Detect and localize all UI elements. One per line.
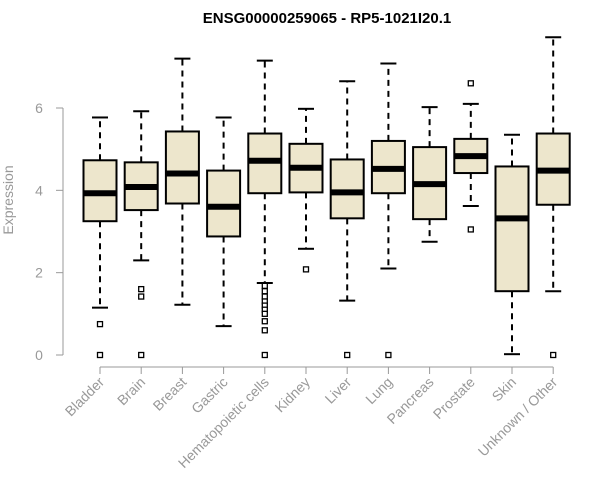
box-lung — [370, 62, 406, 359]
box-brain — [123, 110, 159, 359]
iqr-box — [494, 165, 530, 293]
chart-title: ENSG00000259065 - RP5-1021I20.1 — [203, 10, 452, 27]
y-tick-label: 2 — [35, 265, 43, 281]
iqr-box — [164, 130, 200, 205]
y-tick-label: 4 — [35, 182, 43, 198]
outlier-point — [261, 288, 268, 295]
y-tick-label: 6 — [35, 100, 43, 116]
outlier-point — [261, 282, 268, 289]
outlier-point — [302, 266, 310, 273]
x-tick-label: Bladder — [62, 374, 108, 420]
y-tick-label: 0 — [35, 347, 43, 363]
box-breast — [164, 57, 200, 306]
outlier-point — [344, 351, 351, 359]
outlier-point — [96, 320, 104, 328]
box-pancreas — [412, 106, 448, 243]
x-tick-label: Liver — [322, 374, 355, 407]
x-tick-label: Lung — [362, 374, 395, 407]
outlier-point — [467, 226, 474, 233]
iqr-box — [206, 169, 242, 238]
box-prostate — [453, 80, 489, 233]
outlier-point — [138, 293, 145, 300]
outlier-point — [467, 80, 474, 87]
x-tick-label: Brain — [114, 374, 148, 408]
box-unknown-other — [535, 36, 571, 359]
outlier-point — [138, 351, 145, 359]
x-tick-label: Kidney — [272, 374, 314, 416]
box-liver — [329, 80, 365, 359]
x-tick-label: Prostate — [430, 374, 478, 422]
outlier-point — [261, 318, 268, 325]
x-tick-label: Skin — [489, 374, 520, 405]
outlier-point — [385, 351, 392, 359]
box-skin — [494, 133, 530, 356]
outlier-point — [261, 293, 268, 300]
outlier-point — [261, 310, 268, 317]
box-kidney — [288, 107, 324, 273]
outlier-point — [261, 327, 268, 334]
iqr-box — [329, 158, 365, 220]
box-hematopoietic-cells — [247, 59, 283, 359]
y-axis: 0 2 4 6 — [35, 100, 64, 363]
box-gastric — [206, 116, 242, 328]
outlier-point — [261, 351, 268, 359]
box-bladder — [82, 116, 118, 359]
x-tick-label: Breast — [150, 374, 190, 414]
outlier-point — [550, 351, 557, 359]
y-axis-label: Expression — [0, 165, 16, 234]
outlier-point — [96, 351, 104, 359]
boxes — [82, 36, 571, 359]
outlier-point — [138, 285, 145, 293]
